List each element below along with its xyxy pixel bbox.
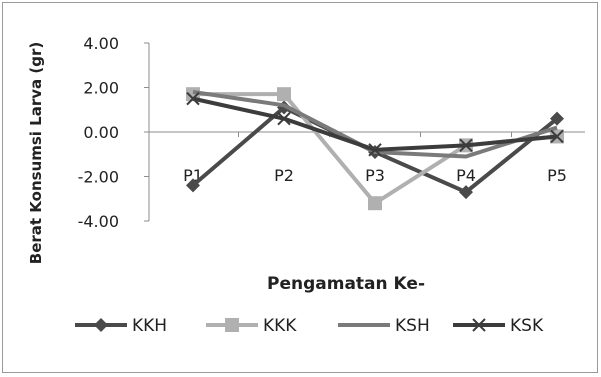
x-tick-label: P2 [274,166,294,185]
legend-item-ksk: KSK [453,316,544,336]
y-tick-label: -4.00 [78,212,119,231]
x-axis-label: Pengamatan Ke- [267,274,425,294]
legend-item-kkk: KKK [206,316,297,336]
legend-label: KKK [263,316,297,336]
x-tick-label: P3 [365,166,385,185]
y-tick-label: 4.00 [83,34,119,53]
legend-label: KSH [395,316,430,336]
data-point-kkk [368,196,382,211]
legend-item-ksh: KSH [338,316,430,336]
series-line-ksk [192,96,558,152]
series-ksk [186,91,564,157]
legend-marker [472,318,486,332]
x-tick-label: P5 [547,166,567,185]
chart-frame: Berat Konsumsi Larva (gr) Pengamatan Ke-… [2,2,598,373]
legend-marker [225,318,239,332]
data-point-kkh [459,185,473,200]
line-chart: Berat Konsumsi Larva (gr) Pengamatan Ke-… [27,34,585,336]
legend-label: KKH [132,316,167,336]
series-line-ksh [192,89,558,159]
series-ksh [192,89,558,159]
legend-label: KSK [510,316,544,336]
y-tick-label: 0.00 [83,123,119,142]
data-point-kkh [550,111,564,126]
data-point-kkh [186,178,200,193]
y-axis-label: Berat Konsumsi Larva (gr) [27,42,45,264]
y-tick-label: -2.00 [78,168,119,187]
data-point-ksk [459,138,473,153]
data-point-kkk [277,87,291,102]
data-point-ksk [186,91,200,106]
y-tick-label: 2.00 [83,79,119,98]
data-point-ksk [550,129,564,144]
legend-item-kkh: KKH [75,316,167,336]
x-tick-label: P4 [456,166,476,185]
legend-marker [94,318,108,332]
data-point-ksk [277,111,291,126]
data-point-ksk [368,143,382,157]
